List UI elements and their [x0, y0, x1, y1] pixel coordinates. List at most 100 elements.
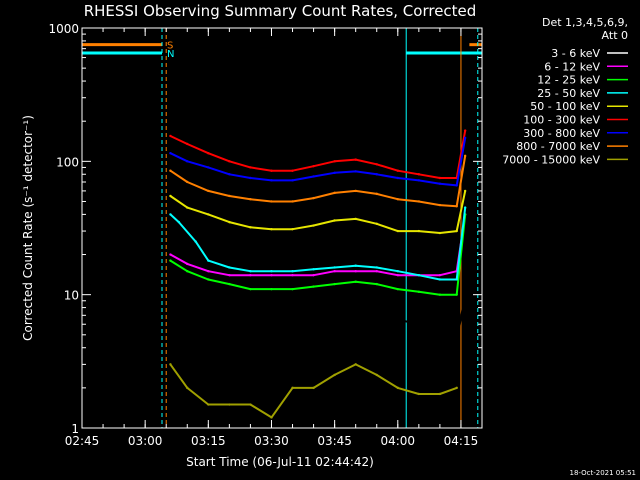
y-tick-label-3: 1000	[48, 22, 79, 36]
series-4-point-15	[463, 189, 467, 193]
series-3-point-14	[438, 278, 442, 281]
series-2-point-11	[396, 287, 399, 291]
series-4-point-11	[396, 229, 399, 233]
series-4-point-13	[438, 231, 442, 235]
series-4-point-12	[417, 229, 421, 233]
series-8-point-2	[207, 403, 210, 406]
series-4-point-8	[333, 219, 336, 222]
series-2-point-10	[375, 282, 378, 286]
series-6-point-7	[312, 175, 315, 178]
series-2-point-6	[291, 287, 294, 291]
series-8-point-6	[291, 386, 294, 390]
series-2-point-9	[354, 280, 357, 283]
series-7-point-8	[333, 191, 336, 195]
series-1-point-9	[354, 269, 357, 273]
series-1-point-0	[169, 253, 172, 256]
series-0-point-11	[396, 318, 399, 321]
series-3-point-9	[333, 266, 336, 269]
series-0-point-3	[228, 299, 231, 302]
legend-label-6: 300 - 800 keV	[523, 127, 600, 140]
series-7-point-14	[455, 205, 458, 208]
series-4-point-10	[375, 222, 378, 226]
series-line-6	[169, 137, 467, 187]
series-1-point-6	[291, 273, 294, 277]
series-8-point-11	[396, 386, 399, 390]
series-2-point-8	[333, 282, 336, 286]
series-2-point-14	[455, 293, 458, 296]
series-5-point-9	[354, 158, 357, 161]
series-line-5	[169, 130, 467, 179]
series-6-point-15	[463, 136, 467, 140]
series-8-point-13	[438, 392, 442, 396]
series-0-point-13	[438, 333, 442, 337]
series-8-point-8	[333, 373, 336, 377]
x-tick-label-1: 03:00	[128, 434, 163, 448]
series-1-point-11	[396, 273, 399, 277]
series-3-point-1	[177, 220, 181, 224]
series-7-point-4	[249, 197, 252, 201]
series-6-point-10	[375, 173, 378, 176]
series-7-point-12	[417, 200, 421, 203]
plot-frame	[81, 27, 483, 429]
legend-label-5: 100 - 300 keV	[523, 114, 600, 127]
series-7-point-11	[396, 197, 399, 201]
legend-label-7: 800 - 7000 keV	[516, 140, 600, 153]
series-6-point-8	[333, 171, 336, 175]
series-6-point-9	[354, 170, 357, 173]
y-tick-label-0: 1	[71, 422, 79, 436]
series-6-point-6	[291, 179, 294, 182]
series-2-point-2	[207, 278, 210, 281]
series-2-point-12	[417, 290, 421, 294]
series-3-point-10	[354, 264, 357, 267]
series-2-point-1	[186, 269, 189, 273]
series-line-1	[169, 214, 467, 277]
series-8-point-10	[375, 373, 378, 377]
series-7-point-13	[438, 203, 442, 207]
series-8-point-9	[354, 363, 357, 366]
series-6-point-0	[169, 152, 172, 155]
series-line-4	[169, 190, 467, 234]
series-6-point-14	[455, 184, 458, 187]
series-0-point-2	[207, 293, 210, 296]
series-8-point-7	[312, 386, 315, 390]
series-7-point-5	[270, 200, 273, 203]
series-0-point-14	[455, 339, 458, 343]
series-2-point-5	[270, 287, 273, 291]
y-tick-label-2: 100	[56, 155, 79, 169]
series-4-point-14	[455, 229, 458, 233]
legend-header-line1: Det 1,3,4,5,6,9,	[542, 16, 628, 29]
series-5-point-12	[417, 173, 421, 176]
flag-label-N: N	[167, 49, 174, 60]
series-2-point-13	[438, 293, 442, 296]
series-7-point-10	[375, 192, 378, 196]
attenuator-flags: SN	[82, 41, 482, 60]
series-1-point-3	[228, 273, 231, 277]
series-1-point-7	[312, 273, 315, 277]
series-3-point-0	[169, 213, 172, 216]
series-7-point-3	[228, 194, 231, 198]
axes: 02:45 03:00 03:15 03:30 03:45 04:00 04:15 1 10 10…	[48, 22, 483, 448]
legend-label-2: 12 - 25 keV	[537, 74, 600, 87]
y-tick-label-1: 10	[64, 289, 79, 303]
x-tick-label-6: 04:15	[444, 434, 479, 448]
series-3-point-8	[312, 268, 315, 271]
series-8-point-5	[270, 416, 273, 419]
series-3-point-11	[375, 266, 378, 269]
series-3-point-7	[291, 269, 294, 273]
series-3-point-13	[417, 273, 421, 277]
series-8-point-1	[186, 386, 189, 390]
series-2-point-3	[228, 282, 231, 286]
series-5-point-7	[312, 164, 315, 168]
series-4-point-2	[207, 213, 210, 216]
series-0-point-15	[463, 293, 467, 296]
series-2-point-0	[169, 259, 172, 262]
series-5-point-10	[375, 163, 378, 166]
x-tick-label-3: 03:30	[254, 434, 289, 448]
series-2-point-7	[312, 285, 315, 288]
series-5-point-4	[249, 166, 252, 169]
series-7-point-1	[186, 180, 189, 184]
series-5-point-8	[333, 160, 336, 163]
legend-label-1: 6 - 12 keV	[544, 60, 600, 73]
